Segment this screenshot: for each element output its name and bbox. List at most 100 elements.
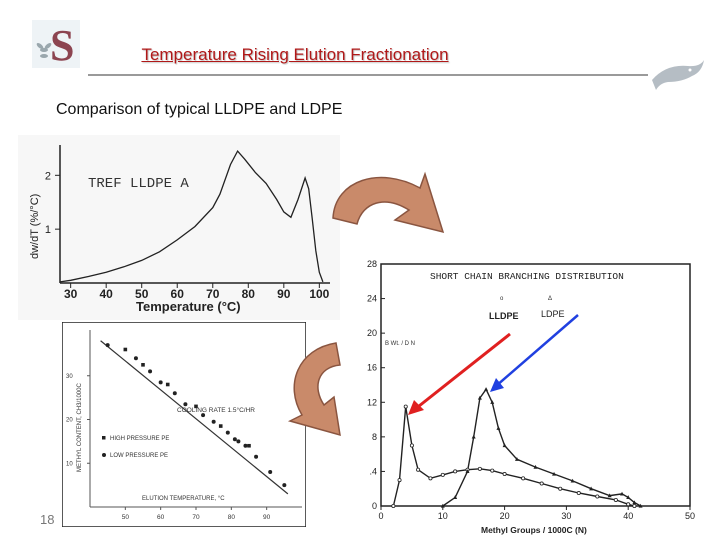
tref-curve xyxy=(59,149,324,283)
tref-x-tick-label: 70 xyxy=(206,287,220,301)
ldpe-point xyxy=(440,503,445,508)
ldpe-point xyxy=(496,426,501,430)
high-pressure-point xyxy=(141,363,145,367)
tref-x-tick-label: 40 xyxy=(100,287,114,301)
ldpe-legend-marker: Δ xyxy=(548,296,552,302)
legend-high-pressure: HIGH PRESSURE PE xyxy=(110,436,169,442)
high-pressure-point xyxy=(194,404,198,409)
ldpe-point xyxy=(589,486,594,491)
high-pressure-point xyxy=(123,347,128,352)
cooling-rate-annotation: COOLING RATE 1.5°C/HR xyxy=(177,406,255,414)
scb-y-tick-label: 24 xyxy=(367,294,377,304)
lldpe-legend-label: LLDPE xyxy=(489,311,519,321)
ldpe-point xyxy=(477,395,482,400)
tref-chart-title: TREF LLDPE A xyxy=(88,176,189,192)
ldpe-point xyxy=(453,495,458,499)
low-pressure-point xyxy=(158,380,163,385)
tref-y-tick-label: 2 xyxy=(45,170,51,182)
curved-arrow-left xyxy=(287,342,341,437)
scb-y-label: B Wt. / D N xyxy=(385,341,415,347)
red-arrow-head xyxy=(408,400,424,415)
ldpe-point xyxy=(533,464,538,469)
methyl-fit-line xyxy=(100,340,289,495)
low-pressure-point xyxy=(105,343,110,348)
ldpe-point xyxy=(552,471,557,476)
lldpe-point xyxy=(428,476,433,481)
ldpe-point xyxy=(626,495,631,499)
lldpe-point xyxy=(477,466,482,471)
low-pressure-point xyxy=(254,454,259,459)
red-blue-arrows xyxy=(408,314,579,415)
methyl-y-tick-label: 30 xyxy=(66,374,73,380)
scb-y-tick-label: 20 xyxy=(367,328,377,338)
slide-title: Temperature Rising Elution Fractionation xyxy=(141,45,449,64)
methyl-y-tick-label: 10 xyxy=(66,461,73,467)
methyl-x-label: ELUTION TEMPERATURE, °C xyxy=(142,496,225,502)
low-pressure-point xyxy=(133,356,138,361)
low-pressure-point xyxy=(236,439,241,444)
methyl-x-tick-label: 80 xyxy=(228,514,236,521)
low-pressure-point xyxy=(243,443,248,448)
low-pressure-point xyxy=(148,369,153,374)
ldpe-point xyxy=(638,503,643,508)
legend-circle-marker xyxy=(102,453,106,457)
lldpe-point xyxy=(403,404,408,409)
tref-x-tick-label: 50 xyxy=(135,287,149,301)
scb-y-tick-label: 16 xyxy=(367,363,377,373)
lldpe-point xyxy=(397,478,402,483)
scb-x-tick-label: 50 xyxy=(685,511,695,521)
scb-distribution-chart: 0 10 20 30 40 50 0 .4 8 12 16 20 24 28 SHORT CHAIN B… xyxy=(355,248,720,540)
ldpe-point xyxy=(620,491,625,496)
low-pressure-point xyxy=(225,430,230,435)
fish-logo-icon xyxy=(652,60,704,90)
low-pressure-point xyxy=(282,483,287,488)
blue-arrow-head xyxy=(490,378,504,392)
methyl-y-tick-label: 20 xyxy=(66,418,73,424)
title-divider xyxy=(88,74,648,76)
lldpe-point xyxy=(416,467,421,472)
scb-y-tick-label: 28 xyxy=(367,259,377,269)
lldpe-point xyxy=(626,502,631,507)
ldpe-point xyxy=(465,469,470,474)
methyl-x-tick-label: 70 xyxy=(192,514,200,521)
methyl-y-label: METHYL CONTENT, CH3/1000C xyxy=(77,383,83,472)
svg-text:S: S xyxy=(50,21,74,70)
tref-x-tick-label: 30 xyxy=(64,287,78,301)
legend-low-pressure: LOW PRESSURE PE xyxy=(110,453,168,459)
lldpe-curve xyxy=(392,406,635,507)
ldpe-point xyxy=(502,443,507,448)
slide-page-number: 18 xyxy=(40,512,55,527)
low-pressure-point xyxy=(172,391,177,396)
scb-x-tick-label: 20 xyxy=(500,511,510,521)
scb-y-tick-label: 0 xyxy=(372,501,377,511)
tref-y-tick-label: 1 xyxy=(45,224,51,236)
tref-chart: 30 40 50 60 70 80 90 100 1 2 TREF LLDPE A Temper… xyxy=(18,135,340,320)
low-pressure-point xyxy=(211,419,216,424)
slide-subtitle: Comparison of typical LLDPE and LDPE xyxy=(56,101,343,118)
lldpe-point xyxy=(595,494,600,499)
ldpe-point xyxy=(514,457,519,461)
high-pressure-point xyxy=(247,443,251,448)
scb-x-label: Methyl Groups / 1000C (N) xyxy=(481,525,587,535)
ldpe-point xyxy=(570,478,575,483)
methyl-x-tick-label: 60 xyxy=(157,514,165,521)
tref-x-tick-label: 60 xyxy=(171,287,185,301)
lldpe-point xyxy=(558,486,563,491)
scb-x-tick-label: 10 xyxy=(438,511,448,521)
lldpe-point xyxy=(391,503,396,508)
tref-x-tick-label: 100 xyxy=(309,287,329,301)
scb-x-tick-label: 0 xyxy=(378,511,383,521)
tref-x-tick-label: 90 xyxy=(277,287,291,301)
lldpe-point xyxy=(502,472,507,477)
scb-plot-frame xyxy=(380,263,691,507)
low-pressure-point xyxy=(268,470,273,474)
methyl-x-tick-label: 90 xyxy=(263,514,271,521)
tref-x-label: Temperature (°C) xyxy=(136,299,241,314)
low-pressure-point xyxy=(232,437,237,442)
lldpe-point xyxy=(613,497,618,502)
scb-chart-title: SHORT CHAIN BRANCHING DISTRIBUTION xyxy=(430,271,624,282)
lldpe-point xyxy=(453,469,458,474)
blue-arrow-to-ldpe xyxy=(495,314,579,387)
ldpe-point xyxy=(484,387,489,391)
low-pressure-point xyxy=(201,413,206,418)
